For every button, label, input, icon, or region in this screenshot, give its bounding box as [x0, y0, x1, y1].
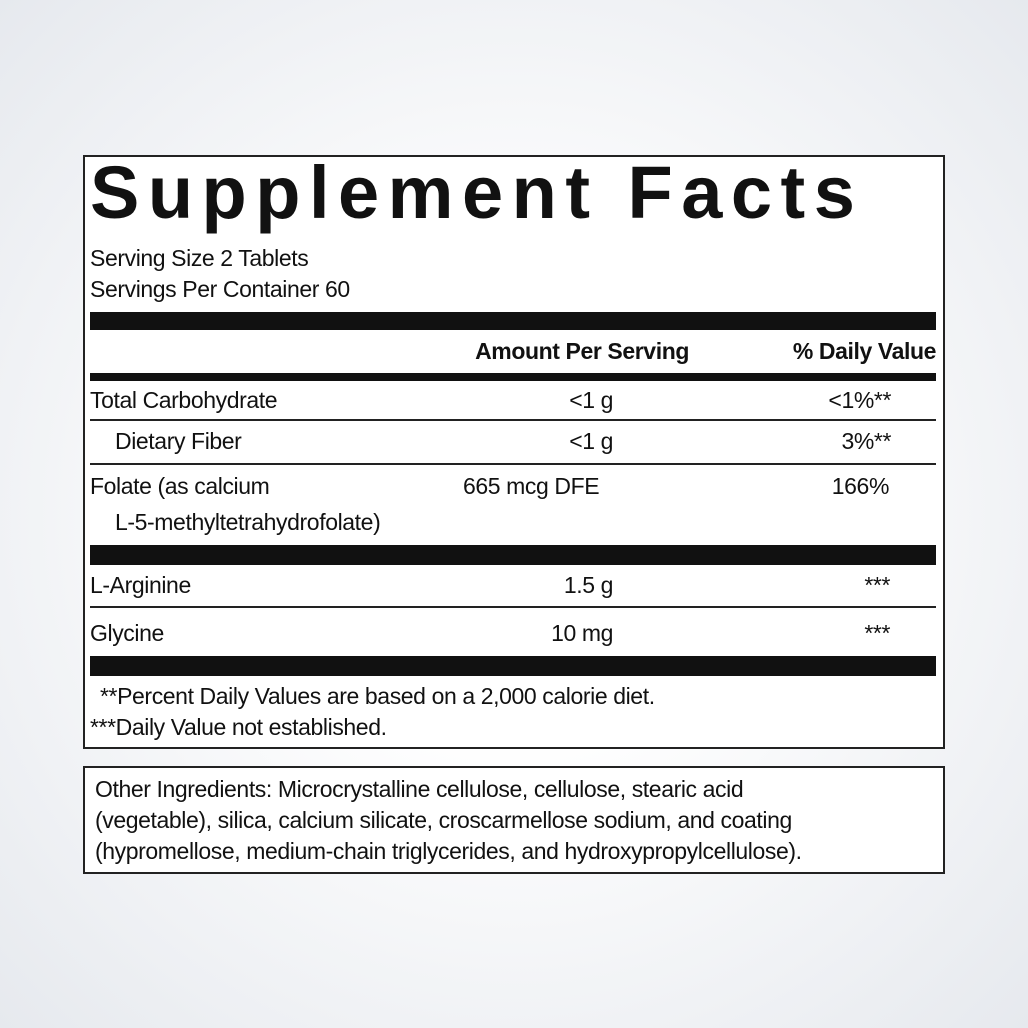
nutrient-daily-value: *** [864, 620, 890, 646]
title: Supplement Facts [90, 151, 864, 234]
row-line [90, 419, 936, 421]
facts-panel [83, 155, 945, 749]
divider-bar [90, 373, 936, 381]
nutrient-daily-value: 3%** [841, 428, 891, 454]
ingredients-line: Other Ingredients: Microcrystalline cell… [95, 776, 744, 802]
nutrient-name: Folate (as calcium [90, 473, 270, 499]
header-daily-value: % Daily Value [792, 338, 937, 364]
divider-bar [90, 656, 936, 676]
nutrient-amount: 1.5 g [563, 572, 614, 598]
nutrient-amount: <1 g [569, 428, 613, 454]
nutrient-name: Total Carbohydrate [90, 387, 278, 413]
header-amount: Amount Per Serving [475, 338, 689, 364]
ingredients-panel [83, 766, 945, 874]
nutrient-daily-value: 166% [831, 473, 890, 499]
servings-per-container: Servings Per Container 60 [90, 276, 350, 302]
nutrient-name: Glycine [90, 620, 164, 646]
nutrient-amount: 10 mg [551, 620, 613, 646]
row-line [90, 463, 936, 465]
ingredients-line: (vegetable), silica, calcium silicate, c… [95, 807, 792, 833]
nutrient-name: L-Arginine [90, 572, 191, 598]
nutrient-name: Dietary Fiber [115, 428, 242, 454]
footnote: ***Daily Value not established. [90, 714, 387, 740]
divider-bar [90, 545, 936, 565]
divider-bar [90, 312, 936, 330]
nutrient-daily-value: *** [864, 572, 890, 598]
serving-size: Serving Size 2 Tablets [90, 245, 309, 271]
ingredients-line: (hypromellose, medium-chain triglyceride… [95, 838, 802, 864]
nutrient-amount: <1 g [569, 387, 613, 413]
nutrient-name-cont: L-5-methyltetrahydrofolate) [115, 509, 381, 535]
row-line [90, 606, 936, 608]
nutrient-daily-value: <1%** [828, 387, 891, 413]
nutrient-amount: 665 mcg DFE [463, 473, 600, 499]
footnote: **Percent Daily Values are based on a 2,… [100, 683, 655, 709]
